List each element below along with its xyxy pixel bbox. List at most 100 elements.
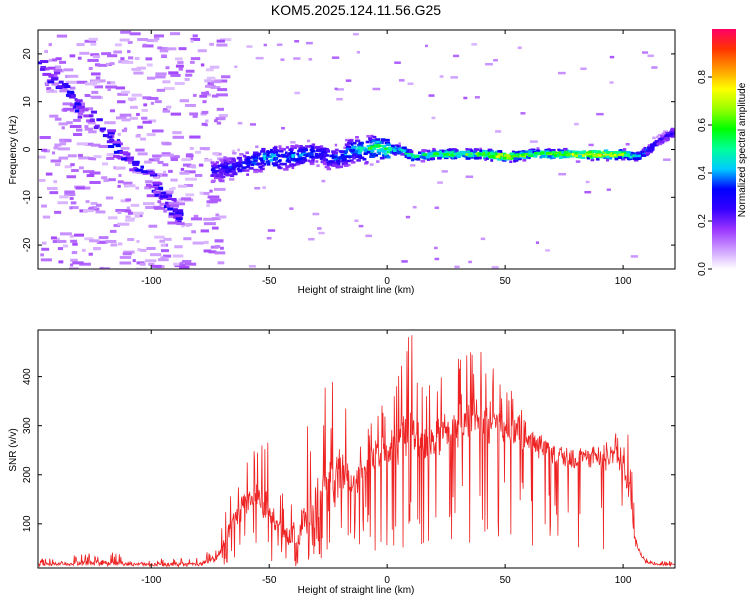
spectrogram-cell: [185, 193, 195, 197]
spectrogram-cell: [53, 68, 63, 72]
spectrogram-cell: [96, 118, 103, 122]
spectrogram-cell: [253, 170, 259, 174]
spectrogram-cell: [190, 57, 201, 61]
spectrogram-cell: [515, 153, 519, 157]
spectrogram-cell: [558, 156, 563, 159]
spectrogram-cell: [211, 164, 217, 168]
spectrogram-cell: [122, 252, 132, 256]
spectrogram-cell: [163, 87, 175, 91]
spectrogram-cell: [522, 158, 527, 162]
spectrogram-cell: [420, 155, 425, 159]
spectrogram-cell: [93, 247, 102, 251]
spectrogram-cell: [203, 249, 212, 253]
spectrogram-cell: [240, 161, 245, 164]
spectrogram-cell: [351, 147, 356, 150]
spectrogram-cell: [89, 171, 101, 175]
spectrogram-cell: [453, 152, 457, 156]
spectrogram-cell: [125, 215, 131, 219]
spectrogram-cell: [115, 144, 121, 148]
spectrogram-cell: [168, 212, 175, 216]
spectrogram-cell: [69, 206, 73, 210]
spectrogram-cell: [215, 153, 219, 157]
spectrogram-cell: [159, 239, 165, 243]
spectrogram-cell: [88, 157, 97, 161]
spectrogram-cell: [322, 162, 327, 166]
spectrogram-cell: [657, 142, 663, 146]
spectrogram-cell: [314, 152, 319, 156]
spectrogram-cell: [473, 155, 477, 159]
spectrogram-cell: [524, 152, 530, 156]
spectrogram-cell: [406, 154, 412, 157]
spectrogram-cell: [159, 202, 170, 206]
spectrogram-cell: [156, 88, 166, 92]
spectrogram-cell: [664, 136, 669, 140]
spectrogram-cell: [199, 94, 208, 98]
spectrogram-cell: [636, 151, 640, 155]
spectrogram-cell: [344, 151, 348, 154]
spectrogram-cell: [433, 152, 439, 156]
spectrogram-cell: [239, 153, 244, 156]
spectrogram-cell: [129, 116, 138, 120]
spectrogram-cell: [175, 64, 184, 68]
spectrogram-cell: [105, 62, 110, 66]
spectrogram-cell: [300, 161, 304, 165]
spectrogram-cell: [514, 151, 520, 154]
spectrogram-cell: [81, 108, 89, 112]
spectrogram-cell: [186, 223, 190, 227]
spectrogram-cell: [545, 249, 550, 252]
spectrogram-cell: [59, 232, 72, 236]
spectrogram-cell: [56, 34, 68, 38]
spectrogram-cell: [262, 186, 266, 189]
spectrogram-cell: [132, 170, 140, 174]
spectrogram-cell: [54, 210, 62, 214]
spectrogram-cell: [77, 112, 84, 116]
spectrogram-cell: [46, 186, 58, 190]
spectrogram-cell: [216, 39, 225, 43]
spectrogram-cell: [110, 81, 116, 85]
spectrogram-cell: [166, 47, 177, 51]
spectrogram-cell: [224, 164, 229, 168]
spectrogram-cell: [476, 156, 482, 160]
spectrogram-cell: [85, 107, 94, 111]
spectrogram-cell: [88, 114, 94, 118]
spectrogram-cell: [465, 151, 471, 155]
spectrogram-cell: [148, 262, 155, 266]
spectrogram-cell: [137, 152, 148, 156]
spectrogram-cell: [262, 152, 267, 156]
spectrogram-cell: [127, 211, 134, 215]
spectrogram-cell: [547, 155, 552, 158]
spectrogram-cell: [318, 231, 325, 235]
spectrogram-cell: [295, 162, 301, 166]
spectrogram-cell: [383, 154, 390, 158]
spectrogram-cell: [335, 159, 341, 163]
spectrogram-cell: [319, 145, 324, 148]
spectrogram-cell: [294, 91, 301, 95]
spectrogram-cell: [185, 103, 196, 107]
spectrogram-cell: [120, 199, 130, 203]
spectrogram-cell: [121, 60, 134, 64]
spectrogram-cell: [351, 145, 357, 149]
spectrogram-cell: [443, 153, 449, 156]
spectrogram-cell: [302, 157, 307, 160]
spectrogram-cell: [363, 148, 368, 152]
spectrogram-cell: [49, 114, 59, 118]
spectrogram-cell: [233, 162, 239, 165]
spectrogram-cell: [166, 204, 173, 208]
spectrogram-cell: [218, 174, 223, 177]
spectrogram-cell: [399, 150, 404, 154]
spectrogram-cell: [499, 150, 503, 153]
spectrogram-cell: [536, 149, 541, 153]
spectrogram-cell: [267, 229, 276, 232]
spectrogram-cell: [291, 153, 296, 157]
spectrogram-cell: [551, 153, 558, 157]
spectrogram-cell: [58, 122, 68, 126]
spectrogram-cell: [140, 137, 146, 141]
spectrogram-cell: [255, 56, 264, 60]
spectrogram-cell: [563, 150, 569, 154]
spectrogram-cell: [120, 57, 125, 61]
spectrogram-cell: [74, 109, 80, 113]
spectrogram-cell: [148, 119, 157, 123]
spectrogram-cell: [132, 160, 140, 164]
spectrogram-cell: [120, 146, 130, 150]
spectrogram-cell: [369, 140, 373, 144]
